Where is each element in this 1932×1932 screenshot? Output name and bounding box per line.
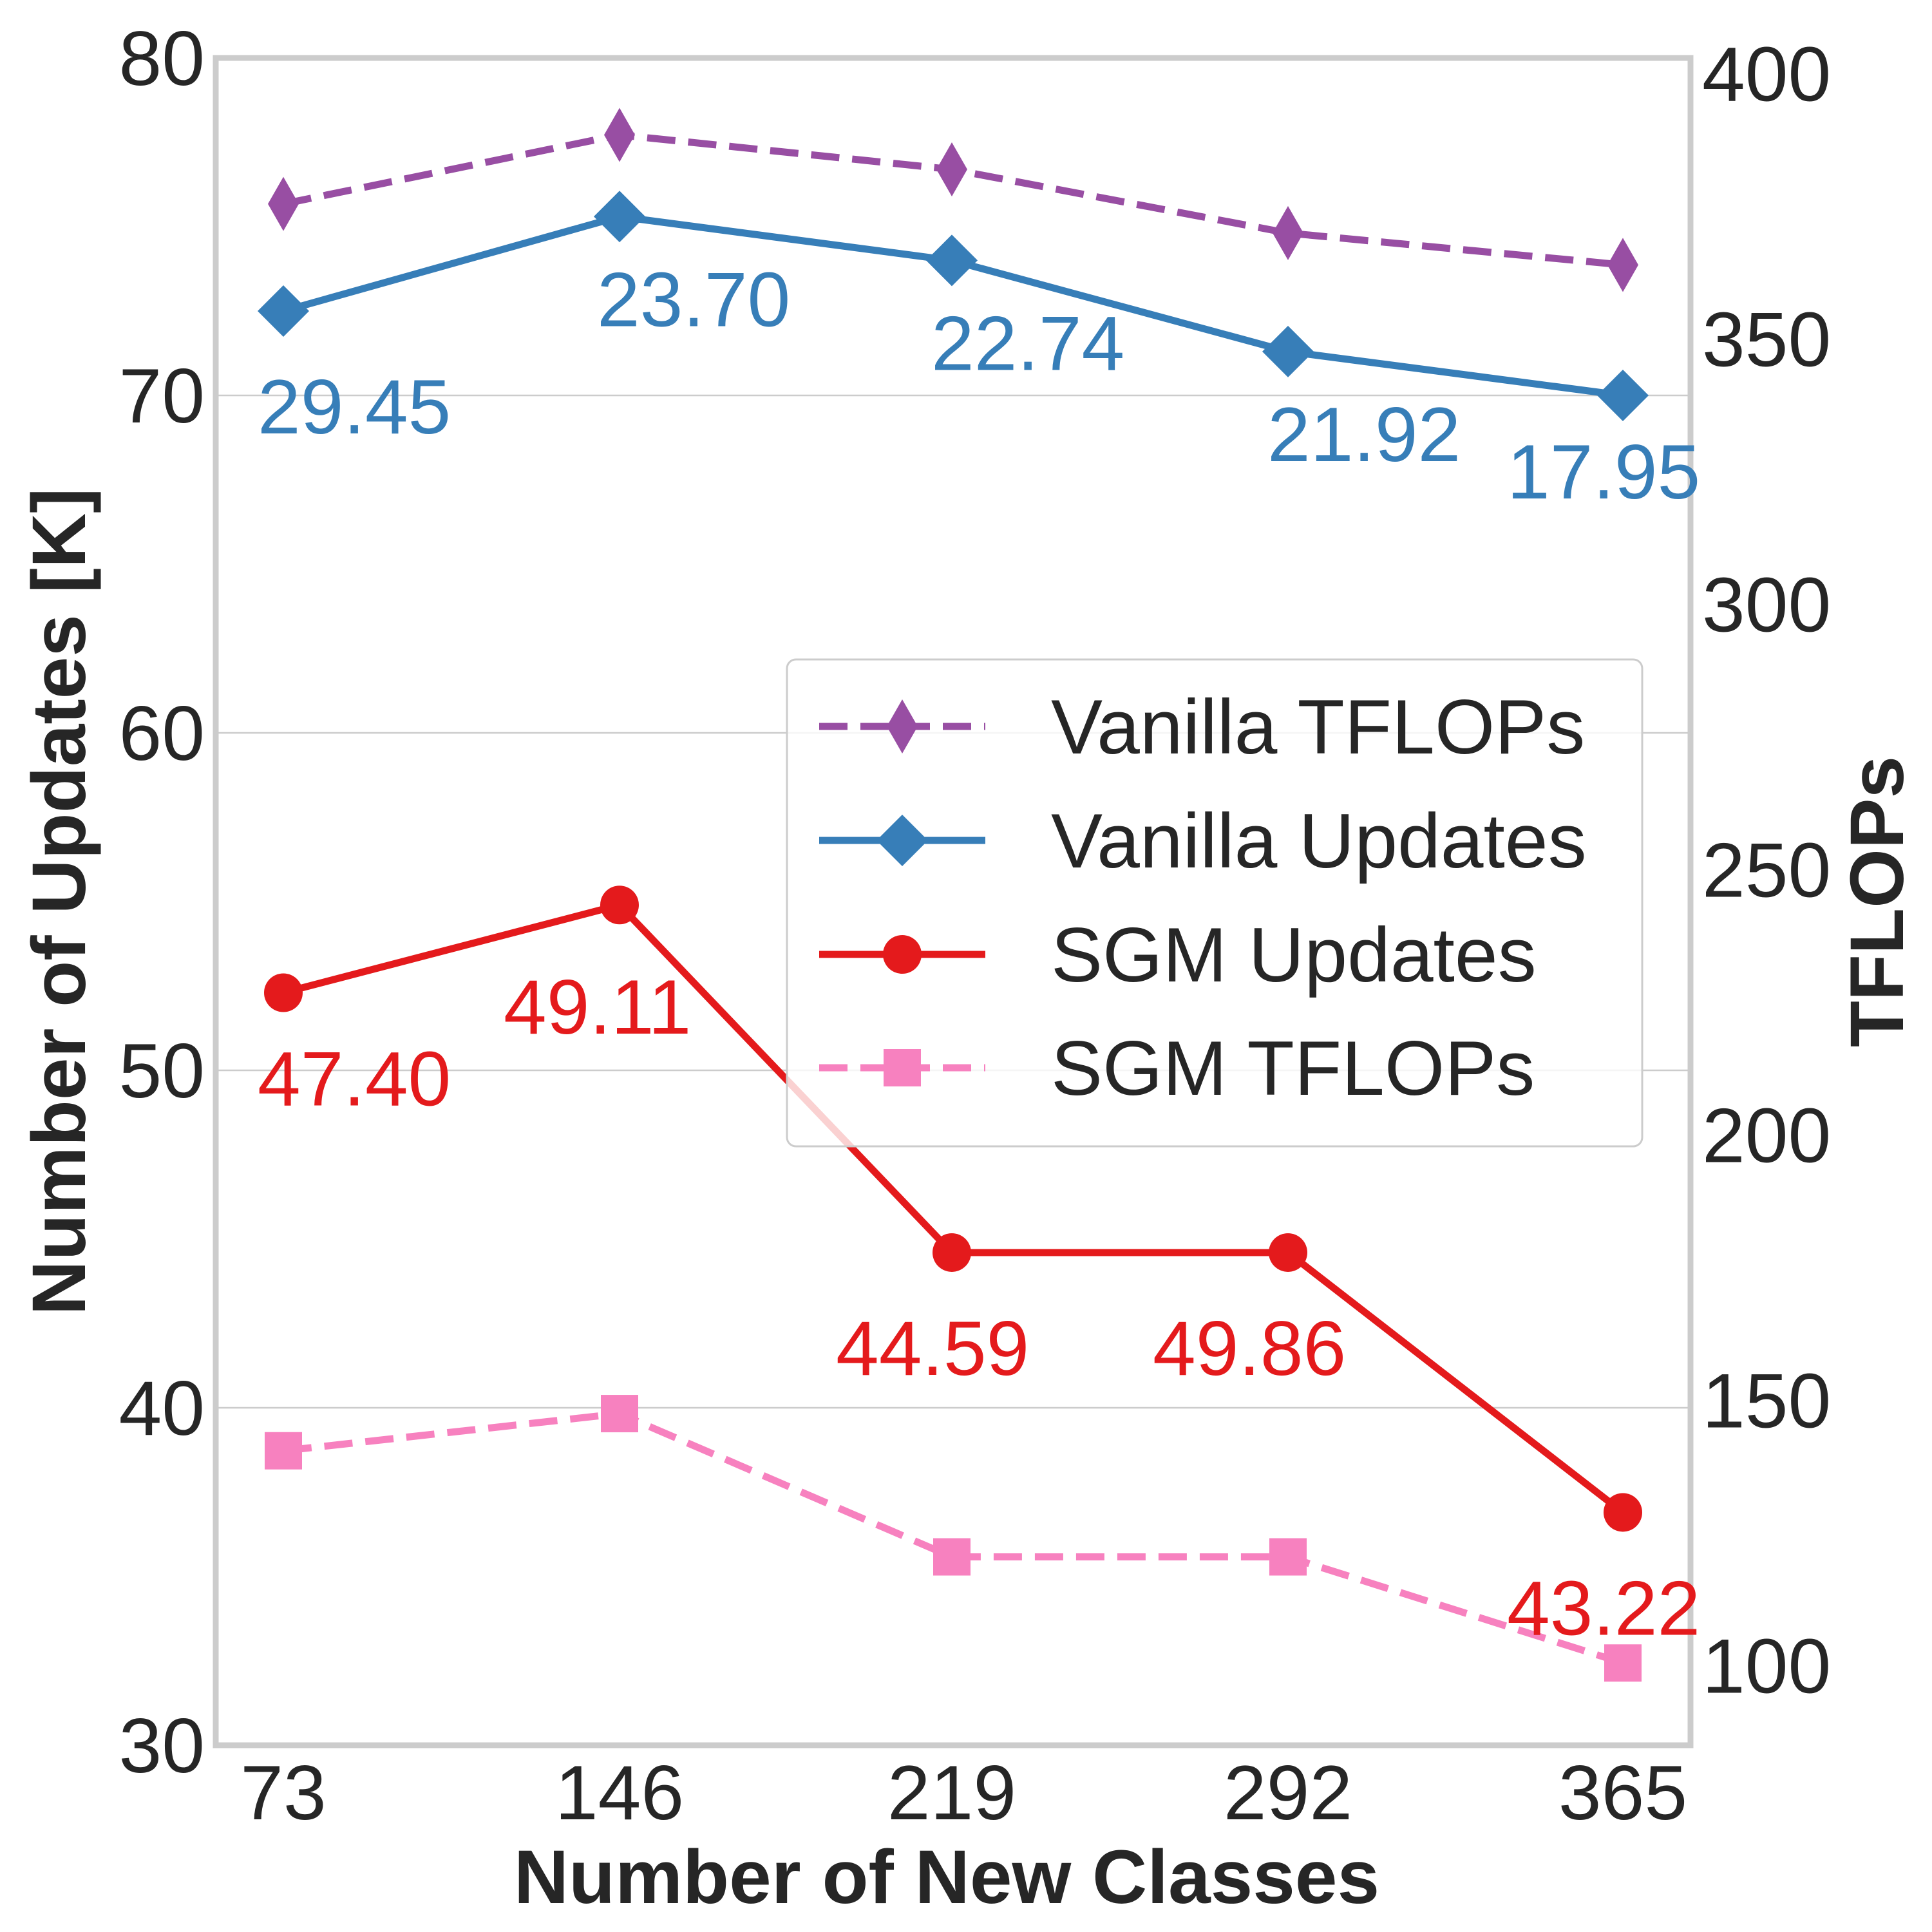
- data-labels: 29.45 23.70 22.74 21.92 17.95 47.40 49.11 44.59…: [258, 256, 1700, 1651]
- legend-marker: [876, 815, 928, 866]
- data-point: [1597, 370, 1649, 421]
- data-point: [1607, 238, 1638, 292]
- data-point: [604, 108, 635, 162]
- series-group: [258, 108, 1649, 1682]
- data-point: [258, 285, 309, 337]
- data-label: 47.40: [258, 1036, 451, 1122]
- y-axis-left-ticks: 30 40 50 60 70 80: [119, 15, 205, 1789]
- legend-box: [786, 658, 1643, 1148]
- y2-tick-label: 300: [1702, 562, 1831, 649]
- legend-marker: [887, 699, 918, 753]
- data-point: [926, 234, 978, 287]
- y-tick-label: 70: [119, 353, 205, 439]
- data-point: [268, 176, 299, 231]
- data-label: 49.11: [504, 964, 691, 1050]
- data-point: [594, 191, 645, 243]
- data-label: 17.95: [1507, 429, 1700, 515]
- y2-tick-label: 250: [1702, 828, 1831, 914]
- legend-label: Vanilla TFLOPs: [1051, 684, 1585, 770]
- legend-marker: [883, 935, 922, 974]
- y2-tick-label: 400: [1702, 32, 1831, 118]
- series-line-sgm-tflops: [283, 1410, 1624, 1667]
- data-point: [933, 1538, 971, 1576]
- data-label: 22.74: [931, 300, 1124, 386]
- legend-label: Vanilla Updates: [1051, 798, 1587, 884]
- y2-axis-title: TFLOPs: [1835, 756, 1920, 1047]
- data-point: [1604, 1493, 1642, 1532]
- x-axis-title: Number of New Classes: [514, 1835, 1379, 1920]
- y2-tick-label: 200: [1702, 1093, 1831, 1179]
- data-point: [1269, 1538, 1307, 1576]
- data-point: [265, 1432, 302, 1470]
- data-point: [1273, 205, 1303, 260]
- x-axis-ticks: 73 146 219 292 365: [240, 1750, 1687, 1836]
- legend-label: SGM TFLOPs: [1051, 1025, 1535, 1112]
- data-point: [600, 886, 639, 925]
- legend-marker: [884, 1049, 921, 1086]
- data-label: 29.45: [258, 364, 451, 450]
- y-tick-label: 40: [119, 1365, 205, 1452]
- y-axis-title: Number of Updates [K]: [17, 488, 102, 1316]
- data-point: [936, 142, 967, 197]
- legend-label: SGM Updates: [1051, 912, 1537, 998]
- data-label: 23.70: [597, 256, 790, 343]
- y2-tick-label: 100: [1702, 1623, 1831, 1709]
- legend-item: SGM Updates: [819, 912, 1537, 998]
- legend-item: SGM TFLOPs: [819, 1025, 1535, 1112]
- legend: Vanilla TFLOPs Vanilla Updates SGM Updates…: [786, 658, 1643, 1148]
- y-tick-label: 60: [119, 690, 205, 777]
- data-label: 21.92: [1267, 392, 1461, 478]
- data-point: [264, 973, 303, 1012]
- data-label: 44.59: [836, 1305, 1029, 1392]
- data-point: [1262, 325, 1314, 377]
- y2-tick-label: 350: [1702, 297, 1831, 383]
- y-axis-right-ticks: 100 150 200 250 300 350 400: [1702, 32, 1831, 1710]
- y-tick-label: 50: [119, 1028, 205, 1114]
- x-tick-label: 146: [555, 1750, 684, 1836]
- x-tick-label: 292: [1224, 1750, 1352, 1836]
- plot-area-frame: [213, 55, 1694, 1748]
- data-label: 43.22: [1507, 1565, 1700, 1651]
- y2-tick-label: 150: [1702, 1358, 1831, 1444]
- x-tick-label: 365: [1558, 1750, 1687, 1836]
- data-point: [933, 1233, 971, 1272]
- data-label: 49.86: [1153, 1305, 1346, 1392]
- legend-item: Vanilla TFLOPs: [819, 684, 1585, 770]
- data-point: [601, 1395, 638, 1433]
- legend-item: Vanilla Updates: [819, 798, 1587, 884]
- x-tick-label: 73: [240, 1750, 326, 1836]
- y-tick-label: 30: [119, 1703, 205, 1789]
- x-tick-label: 219: [887, 1750, 1016, 1836]
- y-tick-label: 80: [119, 15, 205, 102]
- data-point: [1269, 1233, 1307, 1272]
- data-point: [1604, 1644, 1642, 1682]
